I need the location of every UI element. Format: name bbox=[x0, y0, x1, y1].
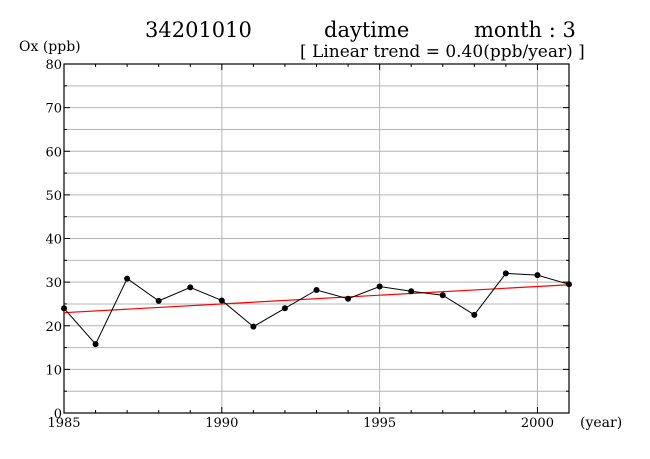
data-point bbox=[534, 272, 541, 279]
y-tick-label: 50 bbox=[45, 189, 62, 204]
y-tick-label: 70 bbox=[45, 102, 62, 117]
y-tick-label: 60 bbox=[45, 145, 62, 160]
y-tick-label: 30 bbox=[45, 276, 62, 291]
data-point bbox=[502, 270, 509, 277]
y-tick-label: 0 bbox=[54, 407, 62, 422]
trend-line bbox=[63, 284, 570, 314]
data-point bbox=[408, 288, 415, 295]
station-id: 34201010 bbox=[145, 18, 252, 42]
data-point bbox=[566, 281, 572, 288]
data-point bbox=[187, 284, 194, 291]
data-point bbox=[61, 305, 67, 312]
trend-annotation: [ Linear trend = 0.40(ppb/year) ] bbox=[300, 42, 585, 62]
data-point bbox=[92, 341, 99, 348]
data-point bbox=[313, 286, 320, 293]
period-label: daytime bbox=[324, 18, 410, 42]
month-label: month : 3 bbox=[474, 18, 576, 42]
y-tick-label: 80 bbox=[45, 58, 62, 73]
x-tick-label: 1990 bbox=[205, 416, 238, 431]
x-tick-label: 1985 bbox=[47, 416, 80, 431]
data-point bbox=[155, 297, 162, 304]
y-tick-label: 20 bbox=[45, 320, 62, 335]
y-tick-label: 40 bbox=[45, 233, 62, 248]
y-axis-label: Ox (ppb) bbox=[19, 39, 81, 55]
x-tick-label: 2000 bbox=[521, 416, 554, 431]
data-point bbox=[439, 292, 446, 299]
data-point bbox=[124, 275, 131, 282]
data-point bbox=[471, 311, 478, 318]
data-point bbox=[376, 283, 383, 290]
x-tick-label: 1995 bbox=[363, 416, 396, 431]
data-point bbox=[218, 297, 225, 304]
data-point bbox=[250, 323, 257, 330]
data-point bbox=[281, 305, 288, 312]
y-tick-label: 10 bbox=[45, 363, 62, 378]
data-point bbox=[345, 295, 352, 302]
x-axis-label: (year) bbox=[580, 415, 623, 431]
